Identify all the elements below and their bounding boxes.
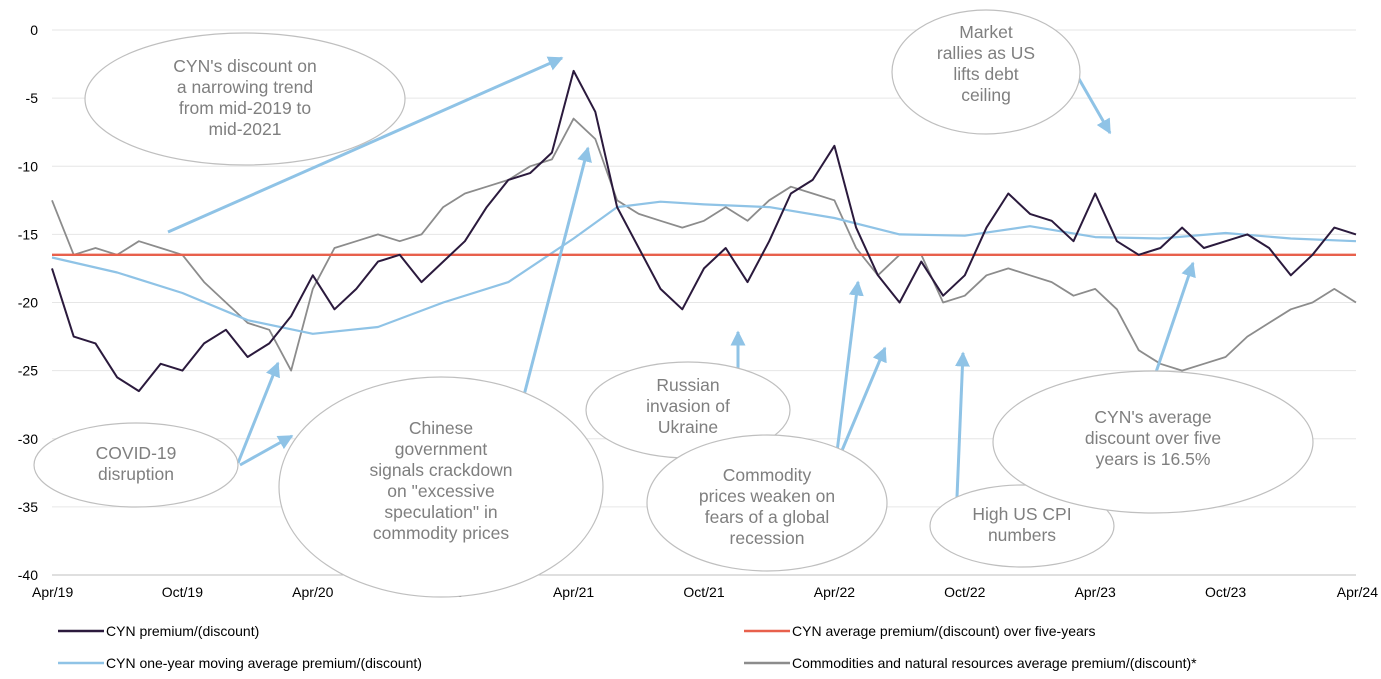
legend: CYN premium/(discount) CYN average premiu… [58, 623, 1197, 671]
annotation-text-line: government [395, 439, 488, 459]
annotation-text-line: invasion of [646, 396, 730, 416]
annotation-text-line: Russian [656, 375, 719, 395]
annotation-text-line: CYN's discount on [173, 56, 316, 76]
annotation-text-line: CYN's average [1094, 407, 1211, 427]
y-tick-label: -20 [18, 295, 38, 311]
x-tick-label: Apr/21 [553, 584, 594, 600]
legend-item-0: CYN premium/(discount) [58, 623, 259, 639]
annotation-text-line: speculation" in [384, 502, 497, 522]
y-tick-label: -10 [18, 158, 38, 174]
x-axis-ticks: Apr/19Oct/19Apr/20Oct/20Apr/21Oct/21Apr/… [32, 584, 1378, 600]
annotation-text-line: Commodity [723, 465, 812, 485]
annotation-text-line: a narrowing trend [177, 77, 313, 97]
annotation-text-line: ceiling [961, 85, 1011, 105]
y-axis-ticks: 0 -5 -10 -15 -20 -25 -30 -35 -40 [18, 22, 38, 583]
x-tick-label: Oct/19 [162, 584, 203, 600]
annotation-text-line: disruption [98, 464, 174, 484]
y-tick-label: 0 [30, 22, 38, 38]
x-tick-label: Apr/23 [1075, 584, 1116, 600]
annotation-text-line: prices weaken on [699, 486, 835, 506]
annotation-text-line: Market [959, 22, 1013, 42]
annotation-text-line: High US CPI [972, 504, 1071, 524]
annotation-text-line: discount over five [1085, 428, 1221, 448]
annotation-text-line: Ukraine [658, 417, 718, 437]
x-tick-label: Oct/21 [683, 584, 724, 600]
annotation-arrow [838, 348, 885, 460]
x-tick-label: Apr/22 [814, 584, 855, 600]
annotation-arrow [957, 353, 963, 497]
annotation-text-line: fears of a global [705, 507, 830, 527]
annotation-text-line: numbers [988, 525, 1056, 545]
annotation-text-line: recession [730, 528, 805, 548]
y-tick-label: -35 [18, 499, 38, 515]
annotation-text-line: Chinese [409, 418, 473, 438]
annotation-text-line: COVID-19 [96, 443, 177, 463]
annotation-text-line: signals crackdown [370, 460, 513, 480]
y-tick-label: -40 [18, 567, 38, 583]
legend-label: CYN average premium/(discount) over five… [792, 623, 1095, 639]
x-tick-label: Oct/22 [944, 584, 985, 600]
annotation-text-line: commodity prices [373, 523, 509, 543]
x-tick-label: Apr/20 [292, 584, 333, 600]
legend-label: Commodities and natural resources averag… [792, 655, 1197, 671]
annotation-arrow [1152, 263, 1193, 384]
legend-item-3: Commodities and natural resources averag… [744, 655, 1197, 671]
legend-item-2: CYN average premium/(discount) over five… [744, 623, 1095, 639]
annotation-text-line: mid-2021 [209, 119, 282, 139]
x-tick-label: Oct/23 [1205, 584, 1246, 600]
y-tick-label: -25 [18, 363, 38, 379]
x-tick-label: Apr/19 [32, 584, 73, 600]
annotation-text-line: rallies as US [937, 43, 1035, 63]
y-tick-label: -30 [18, 431, 38, 447]
annotation-text-line: on "excessive [387, 481, 494, 501]
y-tick-label: -5 [26, 90, 39, 106]
x-tick-label: Apr/24 [1337, 584, 1378, 600]
y-tick-label: -15 [18, 226, 38, 242]
legend-label: CYN premium/(discount) [106, 623, 259, 639]
annotation-text-line: lifts debt [953, 64, 1018, 84]
annotation-arrow [522, 148, 588, 403]
annotation-text-line: from mid-2019 to [179, 98, 311, 118]
legend-label: CYN one-year moving average premium/(dis… [106, 655, 422, 671]
annotation-text-line: years is 16.5% [1096, 449, 1211, 469]
legend-item-1: CYN one-year moving average premium/(dis… [58, 655, 422, 671]
annotation-arrow [1075, 72, 1110, 133]
